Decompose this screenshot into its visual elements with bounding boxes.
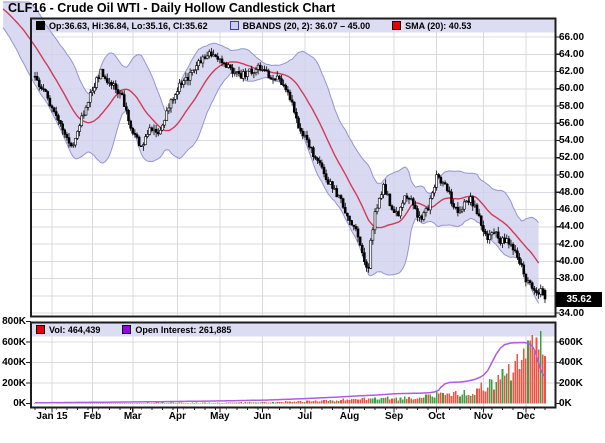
price-tick-label: 66.00 — [559, 31, 585, 43]
volume-tick-label-right: 400K — [559, 357, 583, 368]
price-tick-label: 34.00 — [559, 307, 585, 319]
price-tick-label: 56.00 — [559, 117, 585, 129]
month-tick-label: Dec — [516, 411, 536, 422]
month-tick-label: Sep — [384, 411, 404, 422]
bbands-legend-label: BBANDS (20, 2): 36.07 – 45.00 — [242, 20, 371, 31]
open-interest-legend-label: Open Interest: 261,885 — [135, 324, 232, 335]
ohlc-swatch-icon — [36, 21, 45, 30]
ohlc-legend-item: Op:36.63, Hi:36.84, Lo:35.16, Cl:35.62 — [36, 21, 208, 31]
price-tick-label: 60.00 — [559, 83, 585, 95]
price-tick-label: 54.00 — [559, 135, 585, 146]
price-tick-label: 48.00 — [559, 186, 585, 198]
month-tick-label: Nov — [473, 411, 493, 422]
bbands-swatch-icon — [229, 21, 239, 30]
ohlc-legend-label: Op:36.63, Hi:36.84, Lo:35.16, Cl:35.62 — [49, 20, 208, 31]
volume-swatch-icon — [36, 325, 45, 334]
main-chart-legend: Op:36.63, Hi:36.84, Lo:35.16, Cl:35.62 B… — [31, 19, 556, 32]
price-tick-label: 40.00 — [559, 255, 585, 267]
price-tick-label: 62.00 — [559, 66, 585, 77]
price-tick-label: 52.00 — [559, 152, 585, 164]
month-tick-label: May — [210, 411, 230, 422]
month-tick-label: Oct — [428, 411, 445, 422]
month-tick-label: Apr — [168, 411, 186, 422]
volume-tick-label-right: 600K — [559, 336, 583, 348]
volume-legend: Vol: 464,439 Open Interest: 261,885 — [31, 323, 556, 336]
price-tick-label: 46.00 — [559, 204, 585, 215]
month-tick-label: Aug — [339, 411, 360, 422]
price-tick-label: 64.00 — [559, 48, 585, 60]
volume-tick-label-left: 0K — [13, 398, 26, 409]
volume-tick-label-left: 400K — [2, 357, 26, 368]
month-tick-label: Feb — [83, 411, 102, 422]
price-tick-label: 58.00 — [559, 100, 585, 112]
open-interest-swatch-icon — [122, 325, 132, 334]
price-tick-label: 44.00 — [559, 221, 585, 233]
price-tick-label: 42.00 — [559, 238, 585, 250]
price-tick-label: 38.00 — [559, 273, 585, 284]
volume-tick-label-left: 800K — [2, 316, 26, 327]
volume-legend-item: Vol: 464,439 — [36, 325, 100, 335]
volume-tick-label-right: 200K — [559, 377, 583, 389]
sma-legend-item: SMA (20): 40.53 — [392, 21, 471, 31]
month-tick-label: Mar — [123, 411, 142, 422]
volume-tick-label-right: 0K — [559, 398, 572, 409]
price-tick-label: 50.00 — [559, 169, 585, 181]
sma-legend-label: SMA (20): 40.53 — [405, 20, 472, 31]
month-tick-label: Jan 15 — [36, 411, 68, 422]
month-tick-label: Jul — [297, 411, 313, 422]
sma-swatch-icon — [392, 21, 402, 30]
open-interest-legend-item: Open Interest: 261,885 — [122, 325, 231, 335]
volume-tick-label-left: 200K — [2, 377, 26, 389]
last-price-badge: 35.62 — [556, 292, 602, 307]
volume-legend-label: Vol: 464,439 — [49, 324, 101, 335]
bbands-legend-item: BBANDS (20, 2): 36.07 – 45.00 — [229, 20, 371, 31]
month-tick-label: Jun — [253, 411, 272, 422]
chart-title: CLF16 - Crude Oil WTI - Daily Hollow Can… — [8, 1, 336, 15]
volume-tick-label-left: 600K — [2, 336, 26, 348]
